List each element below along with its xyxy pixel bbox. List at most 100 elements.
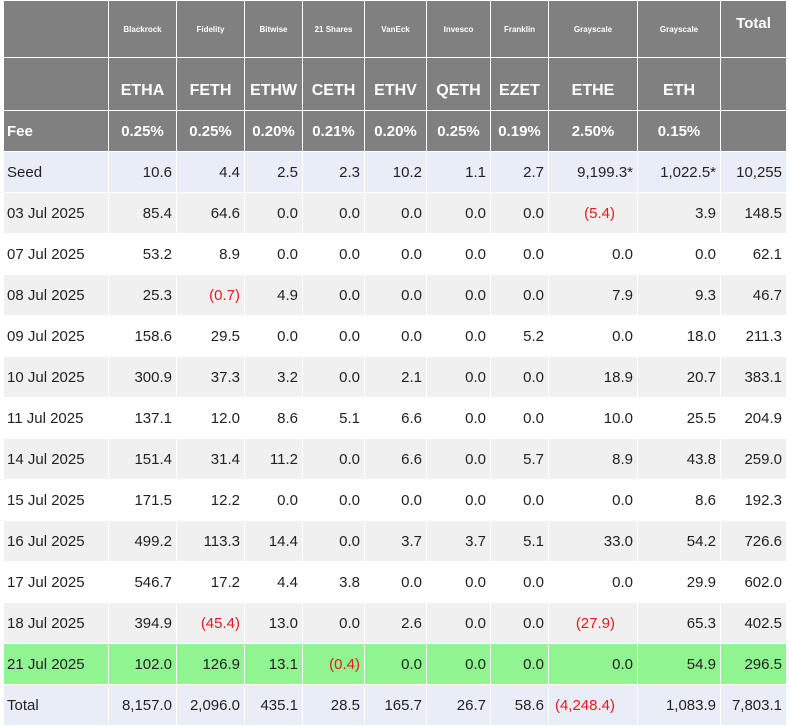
row-date: 17 Jul 2025 <box>3 561 109 603</box>
issuer-name: Grayscale <box>637 0 721 58</box>
flow-cell: 85.4 <box>108 192 177 234</box>
ticker-label: ETHE <box>548 57 638 111</box>
table-row: 03 Jul 2025 85.4 64.6 0.0 0.0 0.0 0.0 0.0 (5.4) 3… <box>3 192 787 234</box>
fee-value: 0.21% <box>302 110 365 152</box>
flow-cell: (27.9) <box>548 602 638 644</box>
flow-cell: 300.9 <box>108 356 177 398</box>
flow-cell: 64.6 <box>176 192 245 234</box>
row-total-cell: 383.1 <box>720 356 787 398</box>
flow-cell: 0.0 <box>364 274 427 316</box>
table-row: 18 Jul 2025 394.9 (45.4) 13.0 0.0 2.6 0.0 0.0 (2… <box>3 602 787 644</box>
flow-cell: 8.6 <box>637 479 721 521</box>
fee-label: Fee <box>3 110 109 152</box>
ticker-label: ETHV <box>364 57 427 111</box>
flow-cell: 0.0 <box>548 479 638 521</box>
flow-cell: 0.0 <box>637 233 721 275</box>
row-total-cell: 148.5 <box>720 192 787 234</box>
issuer-name: Fidelity <box>176 0 245 58</box>
row-date: Total <box>3 684 109 726</box>
flow-cell: 151.4 <box>108 438 177 480</box>
flow-cell: 0.0 <box>426 438 491 480</box>
flow-cell: 6.6 <box>364 438 427 480</box>
flow-cell: 0.0 <box>490 192 549 234</box>
flows-table-body: Seed 10.6 4.4 2.5 2.3 10.2 1.1 2.7 9,199.3* 1,022… <box>3 151 787 726</box>
table-row: 09 Jul 2025 158.6 29.5 0.0 0.0 0.0 0.0 5.2 0.0 18… <box>3 315 787 357</box>
row-date: Seed <box>3 151 109 193</box>
flow-cell: 58.6 <box>490 684 549 726</box>
table-row: 11 Jul 2025 137.1 12.0 8.6 5.1 6.6 0.0 0.0 10.0 2… <box>3 397 787 439</box>
highlighted-table-row: 21 Jul 2025 102.0 126.9 13.1 (0.4) 0.0 0.0 0.0 0… <box>3 643 787 685</box>
flow-cell: 0.0 <box>364 479 427 521</box>
flow-cell: 0.0 <box>364 643 427 685</box>
flow-cell: 0.0 <box>426 192 491 234</box>
flow-cell: 0.0 <box>302 274 365 316</box>
flow-cell: 0.0 <box>364 315 427 357</box>
ticker-label: ETH <box>637 57 721 111</box>
row-date: 15 Jul 2025 <box>3 479 109 521</box>
flow-cell: 0.0 <box>548 643 638 685</box>
flow-cell: 11.2 <box>244 438 303 480</box>
flow-cell: 4.4 <box>176 151 245 193</box>
flow-cell: 1.1 <box>426 151 491 193</box>
seed-row: Seed 10.6 4.4 2.5 2.3 10.2 1.1 2.7 9,199.3* 1,022… <box>3 151 787 193</box>
flow-cell: 5.1 <box>490 520 549 562</box>
flow-cell: 137.1 <box>108 397 177 439</box>
flow-cell: 13.0 <box>244 602 303 644</box>
flow-cell: (0.7) <box>176 274 245 316</box>
issuer-name: Invesco <box>426 0 491 58</box>
row-date: 11 Jul 2025 <box>3 397 109 439</box>
flow-cell: 0.0 <box>490 479 549 521</box>
ticker-label: ETHW <box>244 57 303 111</box>
flow-cell: 4.4 <box>244 561 303 603</box>
table-row: 17 Jul 2025 546.7 17.2 4.4 3.8 0.0 0.0 0.0 0.0 29… <box>3 561 787 603</box>
flow-cell: 0.0 <box>244 479 303 521</box>
row-date: 21 Jul 2025 <box>3 643 109 685</box>
flow-cell: 0.0 <box>548 315 638 357</box>
flow-cell: 0.0 <box>490 356 549 398</box>
ticker-label: CETH <box>302 57 365 111</box>
issuer-name: 21 Shares <box>302 0 365 58</box>
table-row: 15 Jul 2025 171.5 12.2 0.0 0.0 0.0 0.0 0.0 0.0 8.… <box>3 479 787 521</box>
flow-cell: 0.0 <box>302 520 365 562</box>
flow-cell: 0.0 <box>490 643 549 685</box>
flow-cell: 3.7 <box>426 520 491 562</box>
fee-value: 0.19% <box>490 110 549 152</box>
ticker-label: FETH <box>176 57 245 111</box>
fee-value: 0.20% <box>244 110 303 152</box>
flow-cell: 8.6 <box>244 397 303 439</box>
row-total-cell: 62.1 <box>720 233 787 275</box>
flow-cell: 1,022.5* <box>637 151 721 193</box>
flow-cell: 0.0 <box>490 561 549 603</box>
flow-cell: 0.0 <box>426 602 491 644</box>
table-row: 10 Jul 2025 300.9 37.3 3.2 0.0 2.1 0.0 0.0 18.9 2… <box>3 356 787 398</box>
flow-cell: 3.8 <box>302 561 365 603</box>
table-row: 14 Jul 2025 151.4 31.4 11.2 0.0 6.6 0.0 5.7 8.9 4… <box>3 438 787 480</box>
flow-cell: 10.0 <box>548 397 638 439</box>
flow-cell: 0.0 <box>426 397 491 439</box>
row-date: 16 Jul 2025 <box>3 520 109 562</box>
flow-cell: 0.0 <box>302 315 365 357</box>
flow-cell: 0.0 <box>364 233 427 275</box>
flow-cell: 13.1 <box>244 643 303 685</box>
fee-value: 0.25% <box>108 110 177 152</box>
row-total-cell: 204.9 <box>720 397 787 439</box>
issuer-name: Franklin <box>490 0 549 58</box>
flow-cell: 113.3 <box>176 520 245 562</box>
fee-value: 0.20% <box>364 110 427 152</box>
flow-cell: 2.7 <box>490 151 549 193</box>
flow-cell: 5.1 <box>302 397 365 439</box>
flow-cell: 12.2 <box>176 479 245 521</box>
issuer-name: Blackrock <box>108 0 177 58</box>
flow-cell: 43.8 <box>637 438 721 480</box>
row-total-cell: 192.3 <box>720 479 787 521</box>
flow-cell: 12.0 <box>176 397 245 439</box>
table-row: 08 Jul 2025 25.3 (0.7) 4.9 0.0 0.0 0.0 0.0 7.9 9.… <box>3 274 787 316</box>
table-row: 07 Jul 2025 53.2 8.9 0.0 0.0 0.0 0.0 0.0 0.0 0.0 6… <box>3 233 787 275</box>
issuer-name: Grayscale <box>548 0 638 58</box>
eth-etf-flows-table: Blackrock Fidelity Bitwise 21 Shares Van… <box>3 0 787 726</box>
row-total-cell: 726.6 <box>720 520 787 562</box>
flow-cell: 0.0 <box>244 192 303 234</box>
flow-cell: 28.5 <box>302 684 365 726</box>
header-blank-cell <box>720 57 787 111</box>
flow-cell: 0.0 <box>244 315 303 357</box>
